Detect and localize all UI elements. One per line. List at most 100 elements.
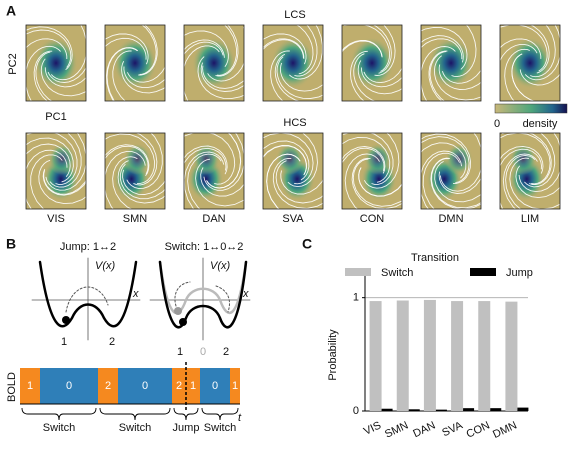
streamline (439, 133, 481, 192)
colorbar (494, 103, 568, 114)
potential-label: V(x) (210, 260, 231, 272)
brace (173, 407, 199, 421)
streamline (195, 158, 244, 207)
streamline (197, 56, 244, 100)
bold-segment (40, 368, 98, 404)
streamline (42, 168, 86, 196)
state-label: 0 (142, 380, 148, 392)
colorbar-label: density (523, 118, 558, 130)
streamline (275, 160, 323, 204)
streamline (47, 67, 86, 83)
tile-frame (25, 24, 87, 102)
streamline (184, 45, 220, 101)
streamline (519, 69, 560, 86)
state-label: 0 (66, 380, 72, 392)
streamline (374, 25, 396, 76)
streamline (105, 133, 155, 184)
bar-chart: 0 1 VIS SMN DAN SVA CON DMN Switch Jump (345, 267, 533, 441)
bold-segment (20, 368, 40, 404)
streamline (26, 26, 73, 71)
density (350, 37, 394, 89)
legend-label: Switch (381, 267, 413, 279)
streamline (184, 41, 224, 56)
y-tick-label: 1 (353, 292, 359, 304)
streamline (433, 55, 481, 101)
streamline (216, 25, 238, 76)
flow-tile (500, 25, 560, 101)
transition-label: Switch (119, 422, 151, 434)
bar (396, 300, 409, 411)
streamline (26, 137, 74, 183)
bold-segment (98, 368, 118, 404)
bar (408, 409, 420, 411)
bold-segment (200, 368, 230, 404)
streamline (351, 157, 402, 209)
tile-frame (341, 132, 403, 210)
flow-tile (26, 133, 86, 209)
streamline (372, 25, 392, 74)
pc1-label: PC1 (45, 111, 66, 123)
tile-frame (499, 24, 561, 102)
tile-frame (104, 24, 166, 102)
streamline (500, 133, 551, 185)
y-axis-label: Probability (327, 329, 339, 381)
streamline (530, 25, 556, 78)
colorbar-min: 0 (494, 118, 500, 130)
streamline (123, 66, 165, 89)
streamline (524, 25, 560, 81)
jump-potential (38, 260, 138, 328)
streamline (184, 147, 227, 171)
jump-title: Jump: 1↔2 (60, 241, 116, 253)
streamline (344, 153, 380, 209)
flow-tile (342, 133, 402, 209)
bar (381, 408, 393, 411)
x-tick-label: DMN (491, 419, 519, 440)
well-label: 1 (61, 336, 67, 348)
streamline (438, 171, 481, 194)
streamline (207, 26, 244, 82)
brace (21, 407, 97, 421)
switch-arrow (215, 285, 230, 313)
streamline (112, 50, 132, 101)
streamline (505, 154, 536, 209)
streamline (342, 40, 383, 57)
streamline (138, 25, 158, 76)
state-label: 2 (105, 380, 111, 392)
streamline (287, 133, 318, 188)
streamline (421, 38, 463, 60)
particle (174, 307, 182, 315)
streamline (500, 145, 544, 174)
tile-frame (420, 24, 482, 102)
streamline (184, 151, 225, 209)
streamline (105, 144, 150, 177)
streamline (363, 133, 400, 189)
flow-tile (26, 25, 86, 101)
streamline (501, 133, 552, 185)
well-label: 0 (200, 346, 206, 358)
streamline (357, 60, 402, 95)
bar (423, 299, 436, 411)
panel-label: A (6, 3, 16, 19)
switch-potential (158, 260, 248, 329)
bold-segment (172, 368, 186, 404)
transition-label: Jump (173, 422, 200, 434)
streamline (428, 50, 448, 101)
x-tick-label: VIS (362, 419, 383, 437)
tile-frame (341, 24, 403, 102)
well-label: 2 (223, 346, 229, 358)
streamline (40, 58, 86, 97)
flow-fields: VIS SMN DAN SVA CON DMN LIM (25, 24, 561, 225)
streamline (26, 143, 71, 177)
streamline (438, 64, 481, 90)
streamline (430, 157, 481, 209)
legend-label: Jump (506, 267, 533, 279)
bar (369, 301, 382, 411)
streamline (421, 142, 467, 179)
streamline (200, 167, 244, 197)
streamline (352, 158, 402, 207)
switch-potential-gray (158, 260, 248, 315)
bold-segment (118, 368, 172, 404)
density (34, 37, 78, 89)
streamline (105, 33, 149, 65)
streamline (500, 25, 548, 72)
